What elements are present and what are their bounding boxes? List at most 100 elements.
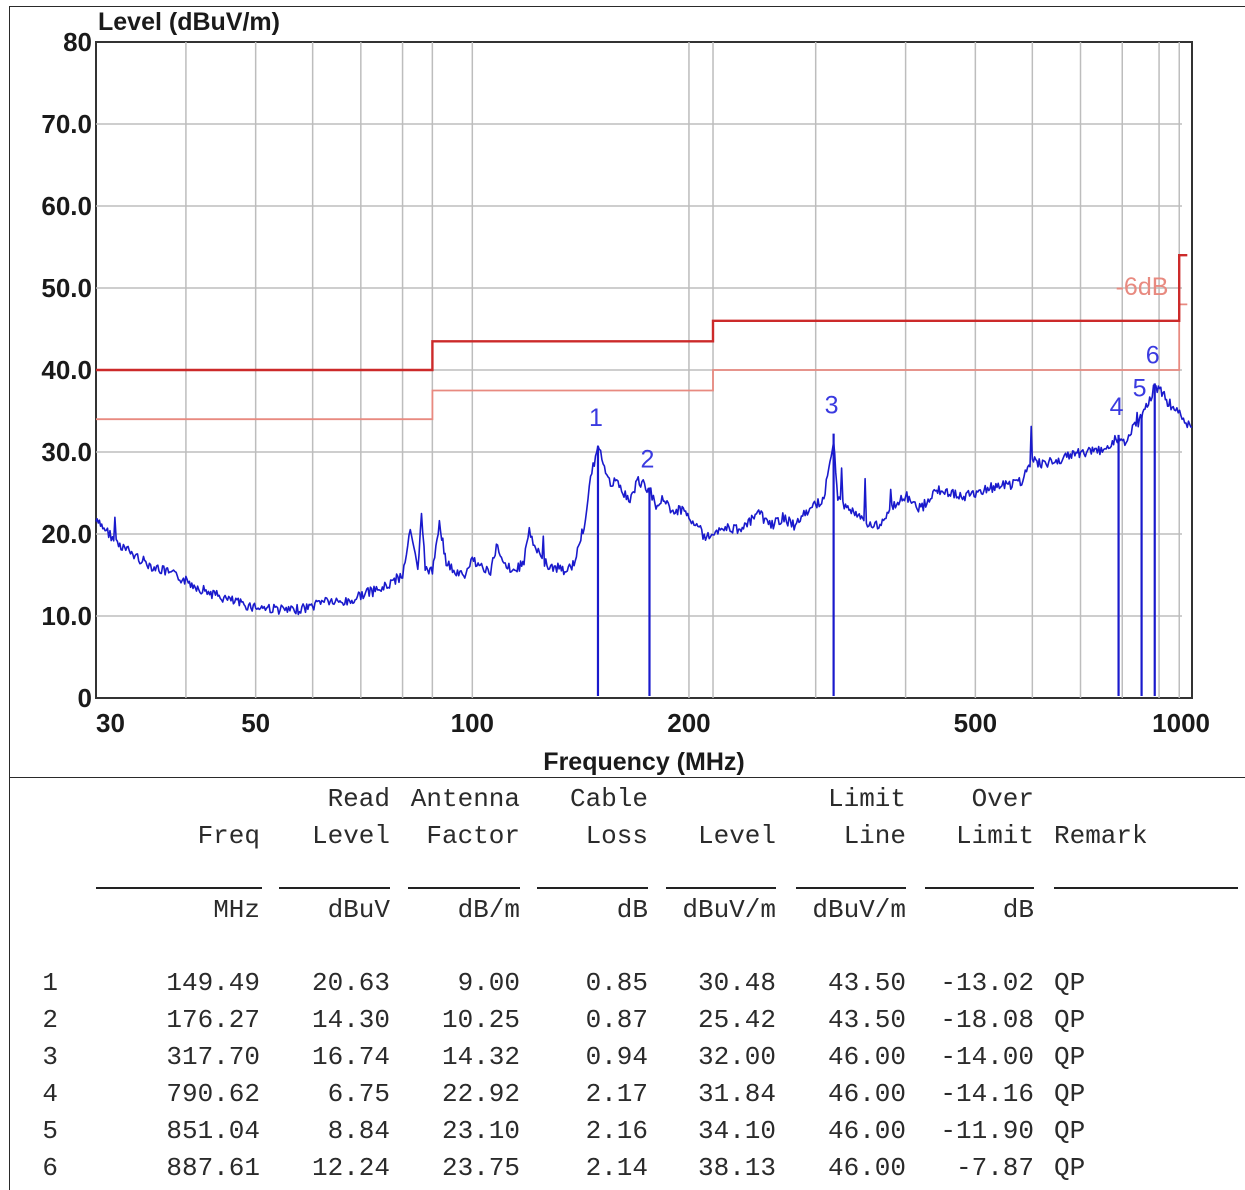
row-cell: 38.13 [697,1153,776,1183]
header2-cell: Factor [426,821,520,851]
header2-cell: Loss [585,821,648,851]
row-cell: 14.30 [311,1005,390,1035]
row-cell: QP [1054,1042,1086,1072]
row-cell: -11.90 [940,1116,1034,1146]
figure-frame [9,6,1245,1190]
row-cell: 5 [42,1116,58,1146]
header-rule [279,887,390,889]
row-cell: -14.16 [940,1079,1034,1109]
row-cell: 34.10 [697,1116,776,1146]
y-tick-label: 80 [63,27,92,57]
row-cell: 10.25 [441,1005,520,1035]
row-cell: -7.87 [955,1153,1034,1183]
row-cell: 887.61 [166,1153,260,1183]
row-cell: 2.16 [585,1116,648,1146]
limit-line [96,253,1188,372]
header1-cell: Limit [827,784,906,814]
x-tick-label: 200 [667,708,710,738]
row-cell: QP [1054,1079,1086,1109]
row-cell: 851.04 [166,1116,260,1146]
row-cell: QP [1054,968,1086,998]
x-tick-labels: 30 50 100 200 500 1000 [96,708,1210,738]
header2-cell: Line [843,821,906,851]
row-cell: 14.32 [441,1042,520,1072]
row-cell: 790.62 [166,1079,260,1109]
x-tick-label: 1000 [1152,708,1210,738]
row-cell: 12.24 [311,1153,390,1183]
x-axis-title: Frequency (MHz) [543,748,744,776]
row-cell: 23.10 [441,1116,520,1146]
row-cell: QP [1054,1153,1086,1183]
x-tick-label: 50 [241,708,270,738]
row-cell: 176.27 [166,1005,260,1035]
header-rule [796,887,906,889]
header2-cell: Level [311,821,390,851]
marker-label-3: 3 [825,392,839,420]
emission-chart: 1 2 3 45 6 0 10.0 20.0 30.0 40.0 50.0 60.0 70.0 80 3… [41,8,1210,776]
row-cell: 4 [42,1079,58,1109]
row-cell: 32.00 [697,1042,776,1072]
row-cell: 46.00 [827,1079,906,1109]
row-cell: 2 [42,1005,58,1035]
row-cell: 43.50 [827,968,906,998]
y-tick-label: 60.0 [41,191,92,221]
header2-cell: Remark [1054,821,1148,851]
header-rule [1054,887,1238,889]
marker-label-4: 4 [1110,393,1124,421]
row-cell: 3 [42,1042,58,1072]
header2-cell: Limit [955,821,1034,851]
header-rule [96,887,262,889]
header-rule [925,887,1034,889]
header1-cell: Antenna [410,784,520,814]
header1-cell: Cable [569,784,648,814]
row-cell: 317.70 [166,1042,260,1072]
y-tick-labels: 0 10.0 20.0 30.0 40.0 50.0 60.0 70.0 80 [41,27,92,713]
y-tick-label: 0 [78,683,92,713]
y-tick-label: 70.0 [41,109,92,139]
row-cell: 25.42 [697,1005,776,1035]
row-cell: 149.49 [166,968,260,998]
margin-line-label: -6dB [1116,273,1169,301]
row-cell: 20.63 [311,968,390,998]
row-cell: -13.02 [940,968,1034,998]
row-cell: 23.75 [441,1153,520,1183]
row-cell: QP [1054,1116,1086,1146]
row-cell: 30.48 [697,968,776,998]
y-axis-title: Level (dBuV/m) [98,8,280,36]
row-cell: 31.84 [697,1079,776,1109]
y-tick-label: 50.0 [41,273,92,303]
row-cell: 22.92 [441,1079,520,1109]
header-rule [408,887,520,889]
x-tick-label: 30 [96,708,125,738]
row-cell: 46.00 [827,1153,906,1183]
row-cell: 46.00 [827,1116,906,1146]
row-cell: 1 [42,968,58,998]
row-cell: 0.85 [585,968,648,998]
header2-cell: Level [697,821,776,851]
header1-cell: Over [971,784,1034,814]
row-cell: QP [1054,1005,1086,1035]
marker-label-1: 1 [589,404,603,432]
units-cell: dBuV/m [682,895,776,925]
units-cell: dB [616,895,648,925]
units-cell: dBuV/m [812,895,906,925]
row-cell: 6.75 [327,1079,390,1109]
y-tick-label: 20.0 [41,519,92,549]
plot-lines [95,253,1193,616]
row-cell: 8.84 [327,1116,390,1146]
x-tick-label: 500 [954,708,997,738]
marker-label-6: 6 [1146,341,1160,369]
row-cell: 0.87 [585,1005,648,1035]
units-cell: dB [1002,895,1034,925]
row-cell: 2.17 [585,1079,648,1109]
row-cell: 43.50 [827,1005,906,1035]
header1-cell: Read [327,784,390,814]
y-tick-label: 40.0 [41,355,92,385]
row-cell: -14.00 [940,1042,1034,1072]
chart-table-divider [9,777,1245,778]
row-cell: 0.94 [585,1042,648,1072]
units-cell: dB/m [457,895,520,925]
y-tick-label: 10.0 [41,601,92,631]
marker-label-2: 2 [641,446,655,474]
units-cell: dBuV [327,895,390,925]
